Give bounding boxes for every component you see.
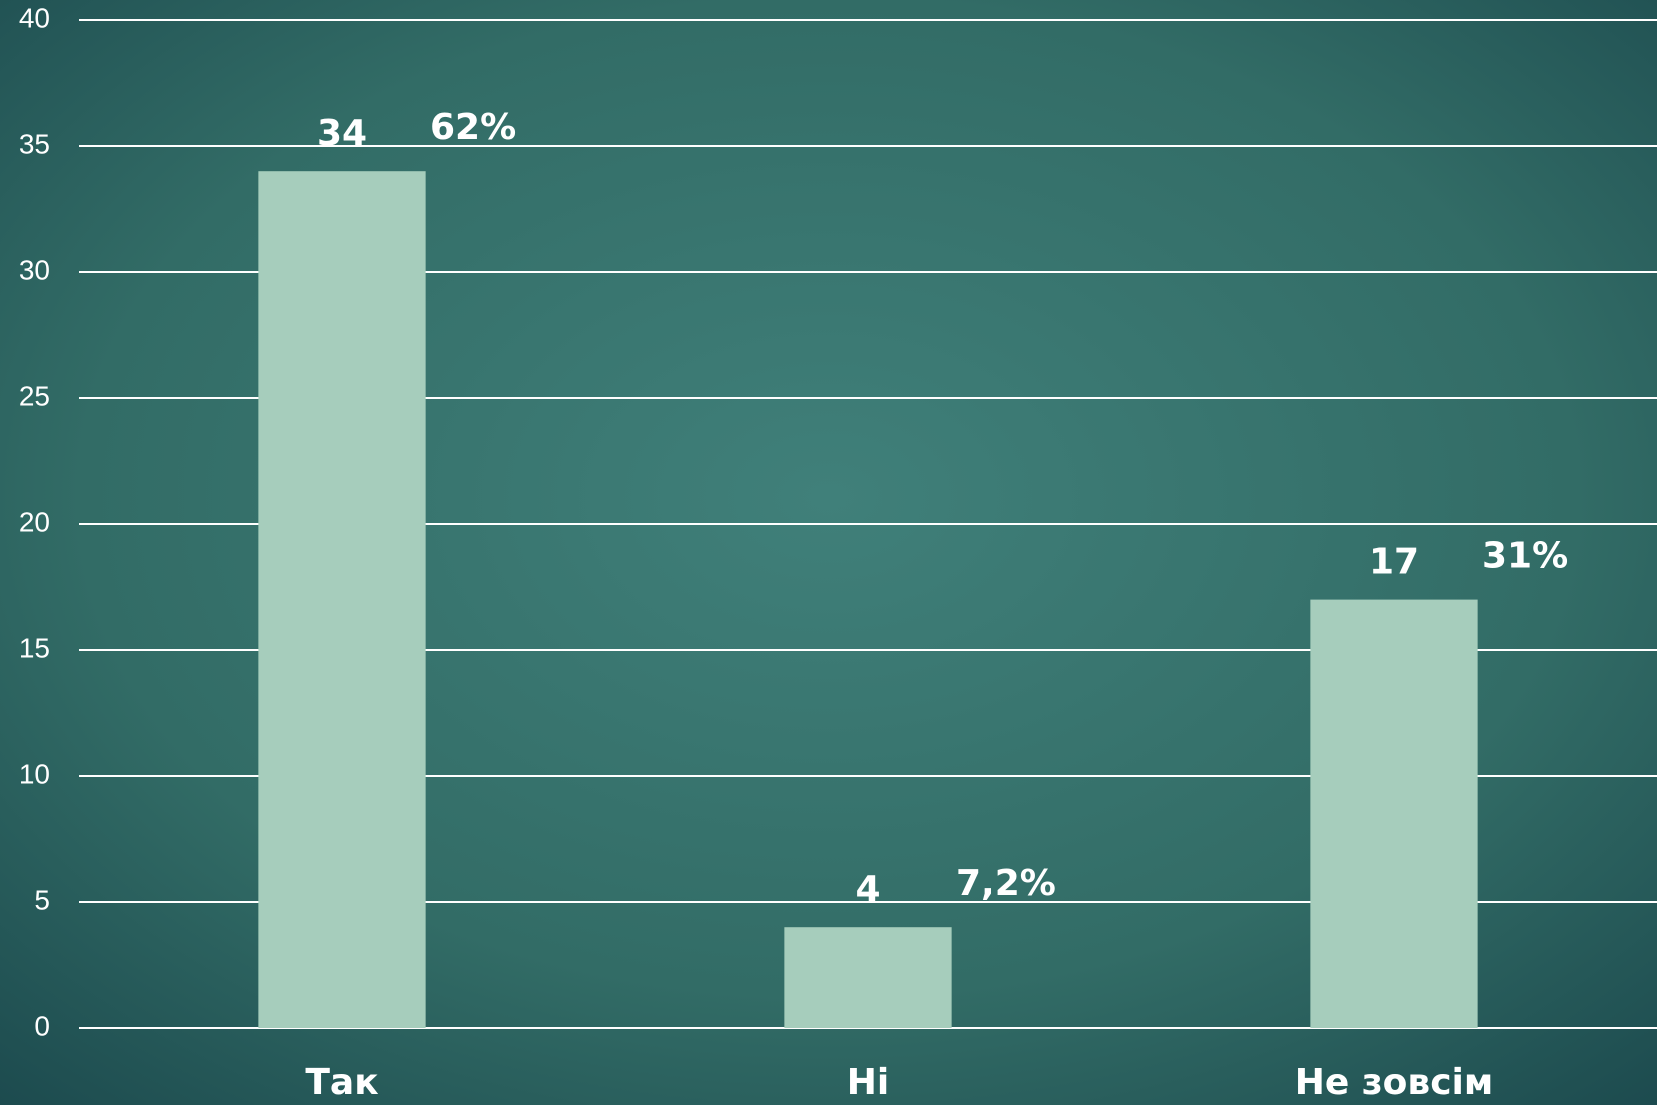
y-tick-label: 10 bbox=[19, 758, 50, 789]
percent-label: 7,2% bbox=[956, 863, 1056, 904]
y-tick-label: 35 bbox=[19, 128, 50, 159]
bar bbox=[258, 171, 426, 1028]
value-label: 4 bbox=[855, 869, 880, 910]
x-tick-label: Ні bbox=[847, 1062, 889, 1103]
y-tick-label: 20 bbox=[19, 506, 50, 537]
value-label: 34 bbox=[317, 113, 367, 154]
x-tick-label: Не зовсім bbox=[1295, 1062, 1494, 1103]
y-tick-label: 40 bbox=[19, 2, 50, 33]
bar bbox=[784, 927, 952, 1028]
y-tick-label: 0 bbox=[34, 1010, 50, 1041]
y-tick-label: 25 bbox=[19, 380, 50, 411]
x-tick-label: Так bbox=[305, 1062, 378, 1103]
percent-label: 31% bbox=[1482, 536, 1568, 577]
bar bbox=[1310, 599, 1478, 1028]
y-tick-label: 5 bbox=[34, 884, 50, 915]
y-tick-label: 15 bbox=[19, 632, 50, 663]
value-label: 17 bbox=[1369, 542, 1419, 583]
y-tick-label: 30 bbox=[19, 254, 50, 285]
percent-label: 62% bbox=[430, 107, 516, 148]
